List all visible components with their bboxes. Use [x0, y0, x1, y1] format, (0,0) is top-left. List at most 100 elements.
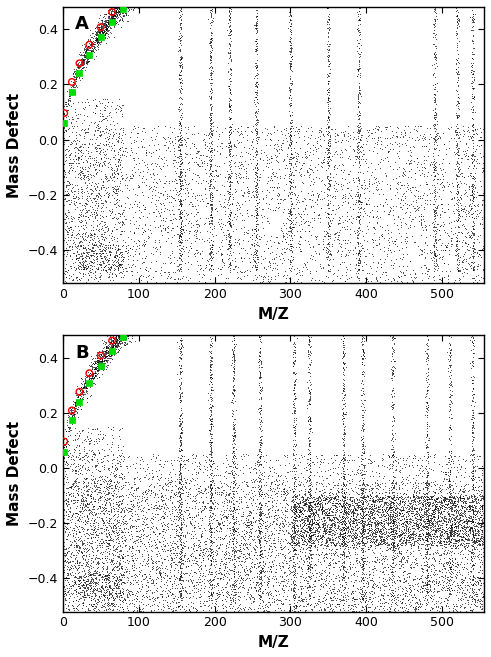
Point — [108, 589, 116, 600]
Point — [102, 28, 110, 38]
Point — [467, 512, 475, 523]
Point — [340, 530, 348, 541]
Point — [256, 583, 264, 593]
Point — [114, 582, 122, 593]
Point — [468, 69, 476, 79]
Point — [307, 533, 315, 544]
Point — [457, 535, 465, 545]
Point — [163, 570, 171, 580]
Point — [404, 518, 412, 529]
Point — [422, 590, 430, 600]
Point — [111, 18, 119, 28]
Point — [326, 153, 334, 164]
Point — [434, 499, 441, 509]
Point — [109, 518, 117, 529]
Point — [410, 589, 418, 599]
Point — [425, 493, 433, 504]
Point — [231, 549, 239, 560]
Point — [389, 384, 397, 395]
Point — [111, 169, 119, 179]
Point — [271, 567, 278, 578]
Point — [479, 516, 487, 527]
Point — [73, 547, 81, 557]
Point — [325, 175, 333, 185]
Point — [336, 539, 344, 550]
Point — [273, 518, 281, 529]
Point — [358, 561, 366, 572]
Point — [444, 531, 452, 541]
Point — [111, 3, 119, 14]
Point — [141, 569, 149, 579]
Point — [68, 242, 76, 253]
Point — [67, 223, 75, 234]
Point — [359, 443, 367, 453]
Point — [387, 529, 395, 539]
Point — [95, 34, 103, 45]
Point — [97, 454, 105, 464]
Point — [355, 176, 363, 187]
Point — [126, 506, 134, 516]
Point — [406, 210, 414, 220]
Point — [307, 562, 315, 573]
Point — [223, 166, 231, 176]
Point — [352, 248, 360, 258]
Point — [431, 110, 439, 120]
Point — [73, 595, 81, 605]
Point — [305, 171, 313, 182]
Point — [430, 122, 438, 133]
Point — [414, 604, 422, 614]
Point — [346, 237, 354, 248]
Point — [469, 196, 477, 206]
Point — [318, 534, 326, 545]
Point — [338, 539, 346, 549]
Point — [269, 580, 277, 591]
Point — [434, 250, 441, 260]
Point — [82, 570, 90, 581]
Point — [466, 190, 474, 200]
Point — [291, 342, 299, 352]
Point — [340, 131, 348, 141]
Point — [218, 600, 225, 610]
Point — [469, 529, 477, 539]
Point — [221, 220, 229, 231]
Point — [69, 396, 77, 406]
Point — [349, 496, 356, 507]
Point — [411, 212, 419, 222]
Point — [114, 11, 122, 22]
Point — [339, 515, 347, 526]
Point — [72, 73, 80, 83]
Point — [318, 498, 326, 509]
Point — [176, 38, 184, 49]
Point — [110, 6, 118, 16]
Point — [205, 74, 213, 85]
Point — [69, 487, 77, 498]
Point — [229, 534, 237, 545]
Point — [446, 501, 454, 511]
Point — [272, 273, 279, 284]
Point — [115, 4, 123, 14]
Point — [113, 516, 121, 526]
Point — [290, 476, 298, 487]
Point — [89, 248, 97, 259]
Point — [444, 495, 452, 506]
Point — [128, 495, 136, 506]
Point — [423, 546, 431, 556]
Point — [207, 603, 215, 614]
Point — [190, 139, 198, 149]
Point — [74, 275, 82, 285]
Point — [468, 522, 476, 533]
Point — [99, 18, 107, 28]
Point — [423, 566, 431, 577]
Point — [86, 377, 94, 388]
Point — [345, 499, 353, 510]
Point — [273, 138, 281, 148]
Point — [450, 530, 458, 540]
Point — [288, 106, 296, 117]
Point — [287, 164, 295, 175]
Point — [340, 257, 348, 267]
Point — [122, 461, 130, 471]
Point — [102, 160, 109, 171]
Point — [334, 462, 342, 472]
Point — [380, 461, 388, 471]
Point — [442, 528, 450, 538]
